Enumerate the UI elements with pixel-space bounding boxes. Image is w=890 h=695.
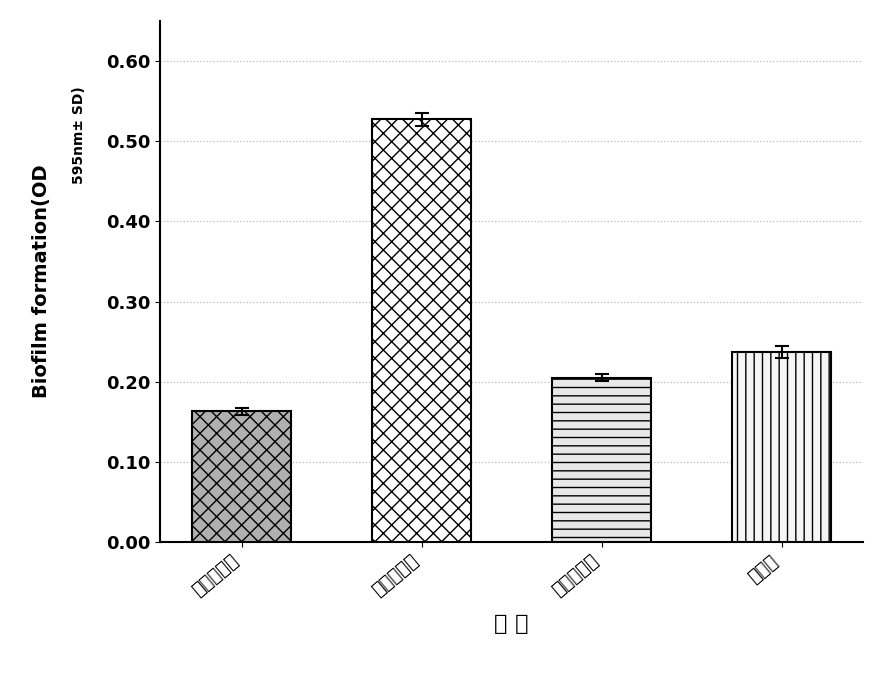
Bar [732, 352, 831, 542]
Y-axis label: Biofilm formation(OD: Biofilm formation(OD [31, 165, 51, 398]
Bar [553, 377, 651, 542]
Text: 595nm± SD): 595nm± SD) [72, 87, 86, 184]
Bar [192, 411, 291, 542]
Bar [372, 120, 471, 542]
X-axis label: 组 别: 组 别 [495, 614, 529, 634]
